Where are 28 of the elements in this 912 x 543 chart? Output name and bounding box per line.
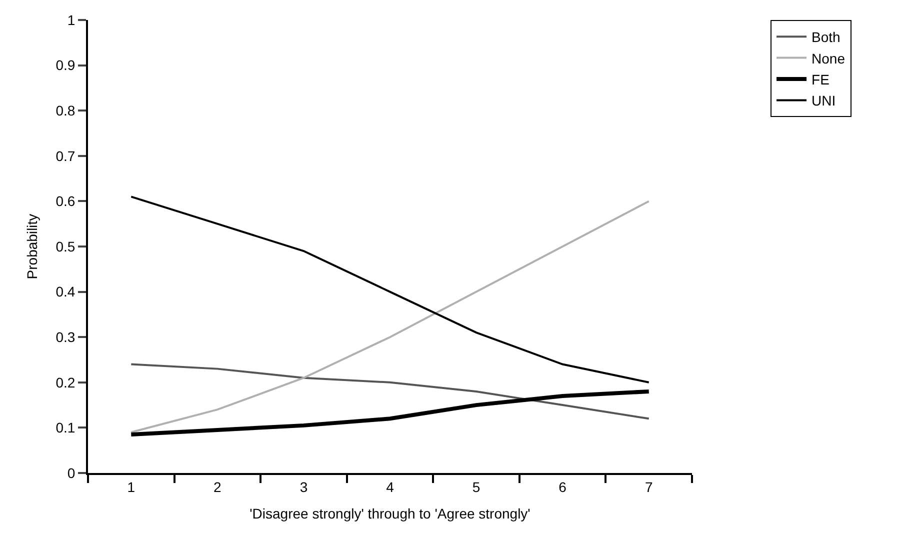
line-series xyxy=(130,200,650,434)
legend-label: UNI xyxy=(812,92,836,109)
y-tick-label: 0 xyxy=(67,464,76,481)
line-series xyxy=(129,389,651,436)
y-tick-label: 0.7 xyxy=(56,148,76,164)
line-series xyxy=(130,363,650,420)
y-tick-label: 0.6 xyxy=(56,193,76,210)
y-tick-label: 0.8 xyxy=(56,102,76,118)
y-tick-label: 0.2 xyxy=(56,374,76,390)
y-tick-label: 0.1 xyxy=(56,420,76,436)
legend-label: None xyxy=(812,50,846,66)
x-tick-label: 7 xyxy=(644,478,653,495)
x-tick-label: 2 xyxy=(214,478,222,495)
y-axis-title: Probability xyxy=(24,214,40,280)
x-tick-label: 1 xyxy=(127,478,136,495)
y-tick-label: 0.3 xyxy=(56,329,76,345)
legend-label: FE xyxy=(812,71,830,88)
x-axis-title: 'Disagree strongly' through to 'Agree strongly' xyxy=(250,506,530,522)
y-tick-label: 0.9 xyxy=(56,57,76,74)
x-tick-label: 4 xyxy=(386,478,394,495)
line-series xyxy=(130,196,650,384)
x-tick-label: 5 xyxy=(472,478,480,495)
x-tick-label: 6 xyxy=(558,478,567,495)
y-tick-label: 0.4 xyxy=(56,284,76,300)
y-tick-label: 0.5 xyxy=(56,238,76,254)
x-tick-label: 3 xyxy=(300,478,308,495)
y-tick-label: 1 xyxy=(67,12,76,28)
legend-label: Both xyxy=(812,29,840,46)
